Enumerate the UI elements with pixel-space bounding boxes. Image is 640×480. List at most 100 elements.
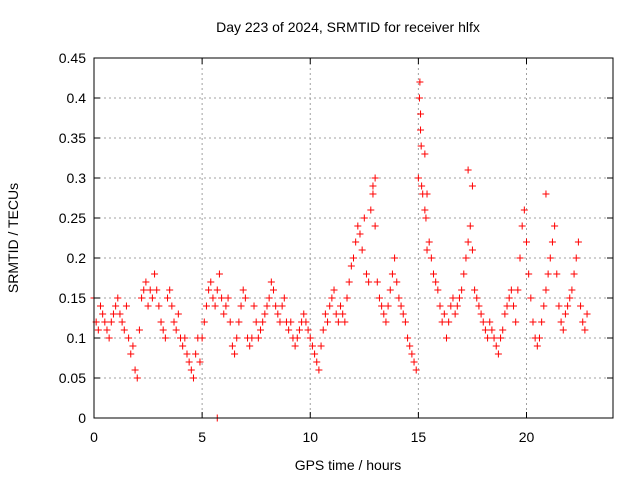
y-tick-label: 0.25 [59, 210, 86, 226]
chart-title: Day 223 of 2024, SRMTID for receiver hlf… [216, 19, 480, 35]
data-point [548, 238, 556, 246]
data-point [499, 326, 507, 334]
data-point [497, 334, 505, 342]
data-point [161, 334, 169, 342]
data-point [386, 286, 394, 294]
data-point [533, 342, 541, 350]
data-point [215, 270, 223, 278]
y-tick-label: 0.15 [59, 290, 86, 306]
y-tick-label: 0.1 [67, 330, 87, 346]
data-point [116, 310, 124, 318]
data-point [202, 302, 210, 310]
data-point [218, 294, 226, 302]
data-point [274, 310, 282, 318]
data-point [371, 222, 379, 230]
x-tick-label: 15 [411, 429, 427, 445]
data-point [492, 342, 500, 350]
data-point [319, 326, 327, 334]
data-point [304, 326, 312, 334]
data-point [481, 326, 489, 334]
data-point [572, 254, 580, 262]
data-point [473, 294, 481, 302]
data-point [235, 318, 243, 326]
data-point [224, 294, 232, 302]
data-point [153, 286, 161, 294]
data-point [302, 318, 310, 326]
data-point [231, 350, 239, 358]
data-point [189, 374, 197, 382]
data-point [538, 318, 546, 326]
data-point [371, 174, 379, 182]
data-point [337, 302, 345, 310]
data-point [226, 318, 234, 326]
data-point [525, 270, 533, 278]
data-point [205, 286, 213, 294]
data-point [546, 254, 554, 262]
data-point [250, 302, 258, 310]
data-point [105, 334, 113, 342]
data-point [365, 278, 373, 286]
data-point [447, 302, 455, 310]
data-point [445, 318, 453, 326]
data-point [468, 182, 476, 190]
data-point [166, 286, 174, 294]
data-point [421, 150, 429, 158]
data-point [350, 254, 357, 262]
x-axis-label: GPS time / hours [295, 457, 402, 473]
data-point [505, 294, 513, 302]
data-point [94, 326, 102, 334]
data-point [494, 350, 502, 358]
data-point [417, 126, 425, 134]
data-point [369, 182, 377, 190]
data-point [529, 318, 537, 326]
data-point [135, 326, 143, 334]
data-point [291, 342, 299, 350]
data-point [479, 318, 487, 326]
data-point [486, 318, 494, 326]
data-point [570, 270, 578, 278]
data-point [418, 182, 426, 190]
x-tick-label: 0 [90, 429, 98, 445]
data-point [557, 318, 565, 326]
data-point [170, 318, 178, 326]
data-point [404, 334, 412, 342]
data-point [122, 302, 130, 310]
data-point [415, 94, 423, 102]
data-point [462, 254, 470, 262]
data-point [579, 318, 587, 326]
data-point [343, 294, 351, 302]
data-point [373, 278, 381, 286]
ticks-layer: 0 0.05 0.1 0.15 0.2 0.25 0.3 0.35 0.4 0.45 0 5 10 15 2… [59, 50, 613, 445]
data-point [330, 286, 338, 294]
data-point [518, 222, 526, 230]
data-point [510, 302, 518, 310]
data-point [406, 342, 414, 350]
data-point [369, 190, 377, 198]
data-point [174, 310, 182, 318]
data-point [334, 318, 342, 326]
data-point [321, 310, 329, 318]
x-tick-label: 5 [198, 429, 206, 445]
data-point [440, 310, 448, 318]
data-point [146, 286, 154, 294]
data-point [324, 318, 332, 326]
x-tick-label: 20 [519, 429, 535, 445]
data-point [125, 334, 133, 342]
data-point [222, 302, 230, 310]
data-point [362, 270, 370, 278]
data-point [315, 366, 323, 374]
data-point [140, 286, 148, 294]
data-point [514, 286, 522, 294]
data-point [477, 310, 485, 318]
data-point [564, 302, 572, 310]
data-point [464, 166, 472, 174]
data-point [393, 278, 401, 286]
y-tick-label: 0.3 [67, 170, 87, 186]
data-point [252, 318, 260, 326]
data-point [131, 366, 139, 374]
data-point [516, 254, 524, 262]
data-point [209, 294, 217, 302]
data-point [328, 294, 336, 302]
data-point [422, 214, 430, 222]
data-point [453, 302, 461, 310]
